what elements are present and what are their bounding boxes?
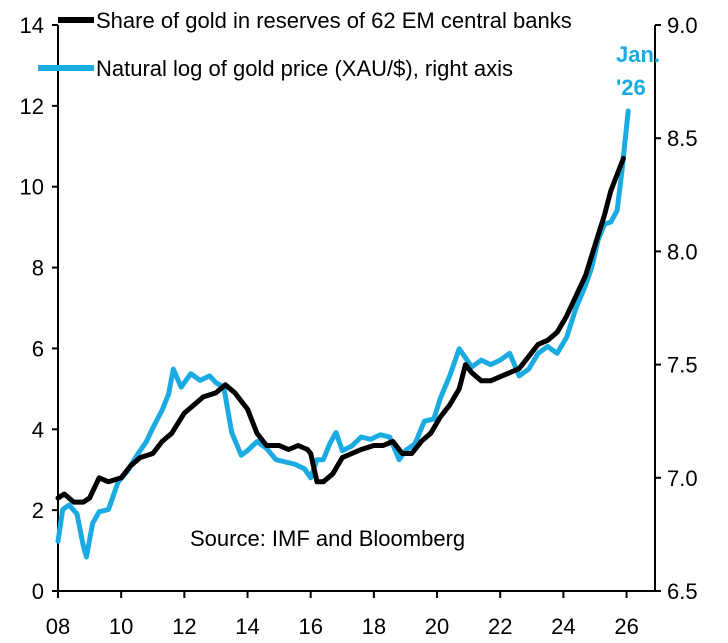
right-y-tick-label: 8.5 — [667, 126, 698, 151]
left-y-tick-label: 2 — [32, 498, 44, 523]
right-y-tick-label: 6.5 — [667, 579, 698, 604]
right-y-tick-label: 7.0 — [667, 466, 698, 491]
x-tick-label: 16 — [298, 614, 322, 639]
legend: Share of gold in reserves of 62 EM centr… — [38, 8, 572, 81]
x-tick-label: 18 — [362, 614, 386, 639]
annotation-year: '26 — [616, 75, 646, 100]
left-y-tick-label: 14 — [20, 13, 44, 38]
left-y-tick-label: 4 — [32, 417, 44, 442]
series-line-gold-price — [55, 108, 631, 560]
annotation-jan: Jan. — [616, 42, 660, 67]
series-line-share — [55, 155, 626, 505]
x-tick-label: 10 — [109, 614, 133, 639]
x-tick-label: 22 — [488, 614, 512, 639]
left-y-tick-label: 0 — [32, 579, 44, 604]
legend-label-share: Share of gold in reserves of 62 EM centr… — [96, 8, 572, 33]
x-tick-label: 12 — [172, 614, 196, 639]
x-tick-label: 20 — [425, 614, 449, 639]
x-tick-label: 26 — [614, 614, 638, 639]
left-y-tick-label: 6 — [32, 336, 44, 361]
left-y-tick-label: 12 — [20, 94, 44, 119]
left-y-tick-label: 10 — [20, 175, 44, 200]
series-group — [55, 108, 631, 560]
legend-label-gold-price: Natural log of gold price (XAU/$), right… — [96, 56, 513, 81]
left-y-tick-label: 8 — [32, 256, 44, 281]
right-y-tick-label: 8.0 — [667, 239, 698, 264]
x-tick-label: 24 — [551, 614, 575, 639]
x-tick-label: 14 — [235, 614, 259, 639]
right-y-tick-label: 9.0 — [667, 13, 698, 38]
x-tick-label: 08 — [46, 614, 70, 639]
source-note: Source: IMF and Bloomberg — [190, 526, 465, 551]
right-y-tick-label: 7.5 — [667, 353, 698, 378]
